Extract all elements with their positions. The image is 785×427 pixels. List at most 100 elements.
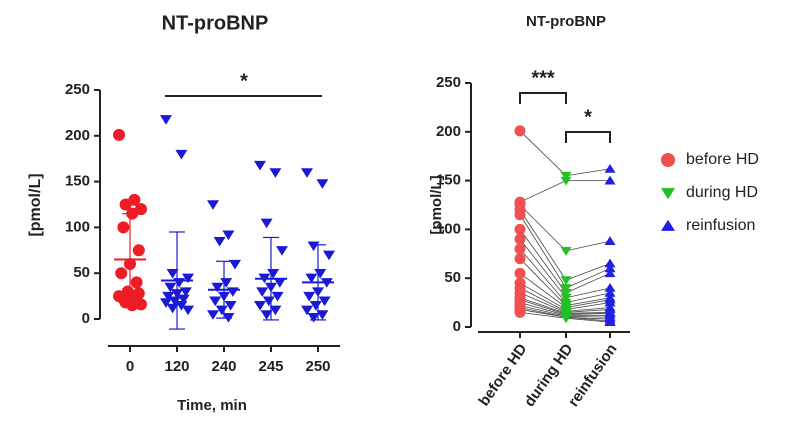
legend-label: before HD [686, 151, 759, 168]
x-tick-label: 250 [305, 358, 330, 375]
point [307, 312, 320, 323]
point [115, 267, 128, 280]
x-tick-label: 0 [126, 358, 134, 375]
point [269, 168, 282, 178]
legend-label: during HD [686, 184, 758, 201]
point [215, 305, 228, 316]
point [220, 278, 233, 288]
point [604, 175, 616, 185]
point [177, 294, 190, 305]
point [604, 317, 616, 326]
x-tick-label: 120 [164, 358, 189, 375]
point [604, 163, 616, 173]
point [168, 296, 181, 307]
point [132, 287, 145, 300]
point [514, 306, 526, 318]
y-tick-label: 250 [65, 81, 90, 98]
point [260, 310, 273, 320]
y-tick-label: 0 [82, 310, 90, 327]
point [211, 282, 224, 293]
point [135, 298, 147, 311]
point [307, 241, 320, 252]
point [182, 305, 194, 316]
point [604, 236, 616, 245]
point [514, 233, 526, 245]
point [303, 291, 316, 302]
point [254, 301, 266, 311]
point [213, 236, 226, 247]
point [604, 297, 616, 307]
point [175, 149, 188, 160]
point [301, 305, 313, 316]
point [560, 293, 572, 303]
point [175, 301, 188, 311]
point [207, 200, 219, 210]
y-axis-label: [pmol/L] [428, 175, 445, 234]
point [560, 247, 572, 256]
point [316, 179, 329, 189]
chart-title: NT-proBNP [162, 12, 269, 34]
point [117, 221, 130, 234]
point [305, 273, 318, 284]
point [179, 287, 192, 297]
legend-label: reinfusion [686, 217, 755, 234]
point [514, 223, 526, 235]
point [269, 305, 282, 316]
significance-label: * [584, 106, 592, 128]
y-tick-label: 0 [453, 318, 461, 335]
point [514, 243, 526, 255]
point [273, 278, 286, 288]
x-tick-label: 240 [211, 358, 236, 375]
point [314, 269, 327, 279]
y-tick-label: 150 [436, 172, 461, 189]
point [256, 287, 269, 297]
point [262, 296, 275, 307]
point [316, 310, 329, 320]
significance-label: *** [531, 67, 555, 89]
point [514, 209, 526, 221]
point [135, 203, 147, 216]
significance-bracket [519, 92, 567, 104]
point [604, 268, 616, 278]
y-tick-label: 150 [65, 173, 90, 190]
point [166, 269, 179, 279]
point [166, 303, 179, 314]
point [224, 301, 237, 311]
point [209, 296, 222, 307]
point [160, 298, 172, 308]
y-tick-label: 50 [73, 264, 90, 281]
point [301, 168, 313, 178]
point [117, 292, 130, 305]
point [560, 288, 572, 298]
point [560, 284, 572, 293]
point [514, 253, 526, 265]
point [604, 258, 616, 268]
point [560, 176, 572, 186]
point [119, 198, 132, 211]
point [132, 244, 145, 257]
point [514, 125, 526, 137]
x-axis-label: Time, min [177, 397, 247, 414]
y-tick-label: 200 [436, 123, 461, 140]
point [128, 193, 141, 206]
point [661, 219, 675, 231]
point [560, 314, 572, 324]
point [560, 276, 572, 286]
point [323, 250, 335, 261]
chart-title: NT-proBNP [526, 13, 606, 30]
point [604, 283, 616, 292]
y-axis-label: [pmol/L] [27, 173, 44, 236]
point [318, 296, 331, 307]
point [661, 188, 675, 200]
point [113, 128, 125, 141]
point [276, 246, 288, 256]
significance-bracket [565, 131, 611, 143]
y-tick-label: 200 [65, 127, 90, 144]
y-tick-label: 250 [436, 74, 461, 91]
point [661, 153, 675, 167]
point [271, 291, 284, 302]
point [260, 218, 273, 229]
point [162, 291, 175, 302]
point [309, 301, 322, 311]
